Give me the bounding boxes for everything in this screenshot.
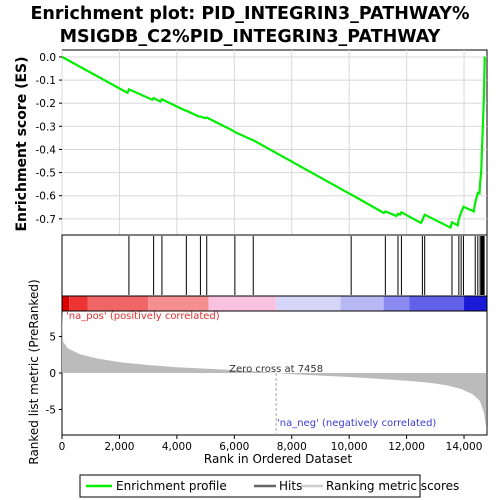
metric-panel: 5 0 -5 'na_pos' (positively correlated) Ze…	[27, 279, 488, 465]
legend: Enrichment profile Hits Ranking metric s…	[79, 474, 459, 498]
es-y-tick-label: -0.1	[36, 75, 57, 87]
x-axis-label: Rank in Ordered Dataset	[204, 452, 352, 466]
es-y-tick-label: 0.0	[39, 52, 56, 64]
x-tick-label: 10,000	[331, 441, 368, 453]
color-bar-segment	[276, 296, 341, 311]
x-tick-label: 0	[59, 441, 66, 453]
color-bar-segment	[148, 296, 209, 311]
hits-panel-frame	[61, 234, 488, 297]
x-tick-label: 12,000	[388, 441, 425, 453]
x-tick-label: 2,000	[104, 441, 134, 453]
es-y-axis-label: Enrichment score (ES)	[14, 56, 30, 231]
es-y-ticks: 0.0 -0.1 -0.2 -0.3 -0.4 -0.5 -0.6 -0.7	[36, 52, 62, 226]
ranking-metric-area	[62, 311, 487, 432]
metric-y-tick-label: -5	[46, 404, 56, 416]
rank-color-bar	[61, 295, 488, 312]
color-bar-segment	[383, 296, 410, 311]
color-bar-segment	[409, 296, 465, 311]
negative-correlation-label: 'na_neg' (negatively correlated)	[277, 418, 436, 429]
metric-y-tick-label: 5	[49, 332, 56, 344]
positive-correlation-label: 'na_pos' (positively correlated)	[66, 311, 220, 322]
x-tick-label: 6,000	[219, 441, 249, 453]
es-panel-frame	[61, 49, 488, 236]
color-bar-segment	[340, 296, 384, 311]
es-y-tick-label: -0.4	[36, 144, 57, 156]
legend-box	[79, 474, 421, 498]
color-bar-segment	[87, 296, 149, 311]
metric-y-tick-label: 0	[49, 368, 56, 380]
es-gridlines	[61, 50, 487, 235]
metric-y-ticks: 5 0 -5	[46, 332, 62, 416]
es-panel: 0.0 -0.1 -0.2 -0.3 -0.4 -0.5 -0.6 -0.7 Enrichme…	[14, 49, 488, 236]
enrichment-profile-line	[61, 55, 486, 230]
legend-hits-label: Hits	[279, 479, 302, 493]
legend-metric-label: Ranking metric scores	[326, 479, 459, 493]
es-y-tick-label: -0.5	[36, 168, 57, 180]
es-y-tick-label: -0.2	[36, 98, 57, 110]
color-bar-segment	[464, 296, 487, 311]
x-tick-label: 4,000	[162, 441, 192, 453]
x-tick-label: 14,000	[446, 441, 483, 453]
x-tick-label: 8,000	[277, 441, 307, 453]
hit-marks	[128, 236, 485, 295]
chart-title-line1: Enrichment plot: PID_INTEGRIN3_PATHWAY%	[30, 4, 469, 24]
hits-panel	[61, 234, 488, 297]
legend-enrichment-label: Enrichment profile	[116, 479, 227, 493]
x-axis-ticks: 0 2,000 4,000 6,000 8,000 10,000 12,000 14,000	[59, 435, 483, 453]
color-bar-segment	[208, 296, 277, 311]
es-y-tick-label: -0.3	[36, 121, 57, 133]
es-y-tick-label: -0.7	[36, 214, 57, 226]
es-y-tick-label: -0.6	[36, 191, 57, 203]
color-bar-segment	[62, 296, 70, 311]
metric-y-axis-label: Ranked list metric (PreRanked)	[27, 279, 41, 464]
zero-cross-label: Zero cross at 7458	[229, 364, 323, 375]
color-bar-segment	[69, 296, 88, 311]
chart-title-line2: MSIGDB_C2%PID_INTEGRIN3_PATHWAY	[60, 27, 441, 47]
